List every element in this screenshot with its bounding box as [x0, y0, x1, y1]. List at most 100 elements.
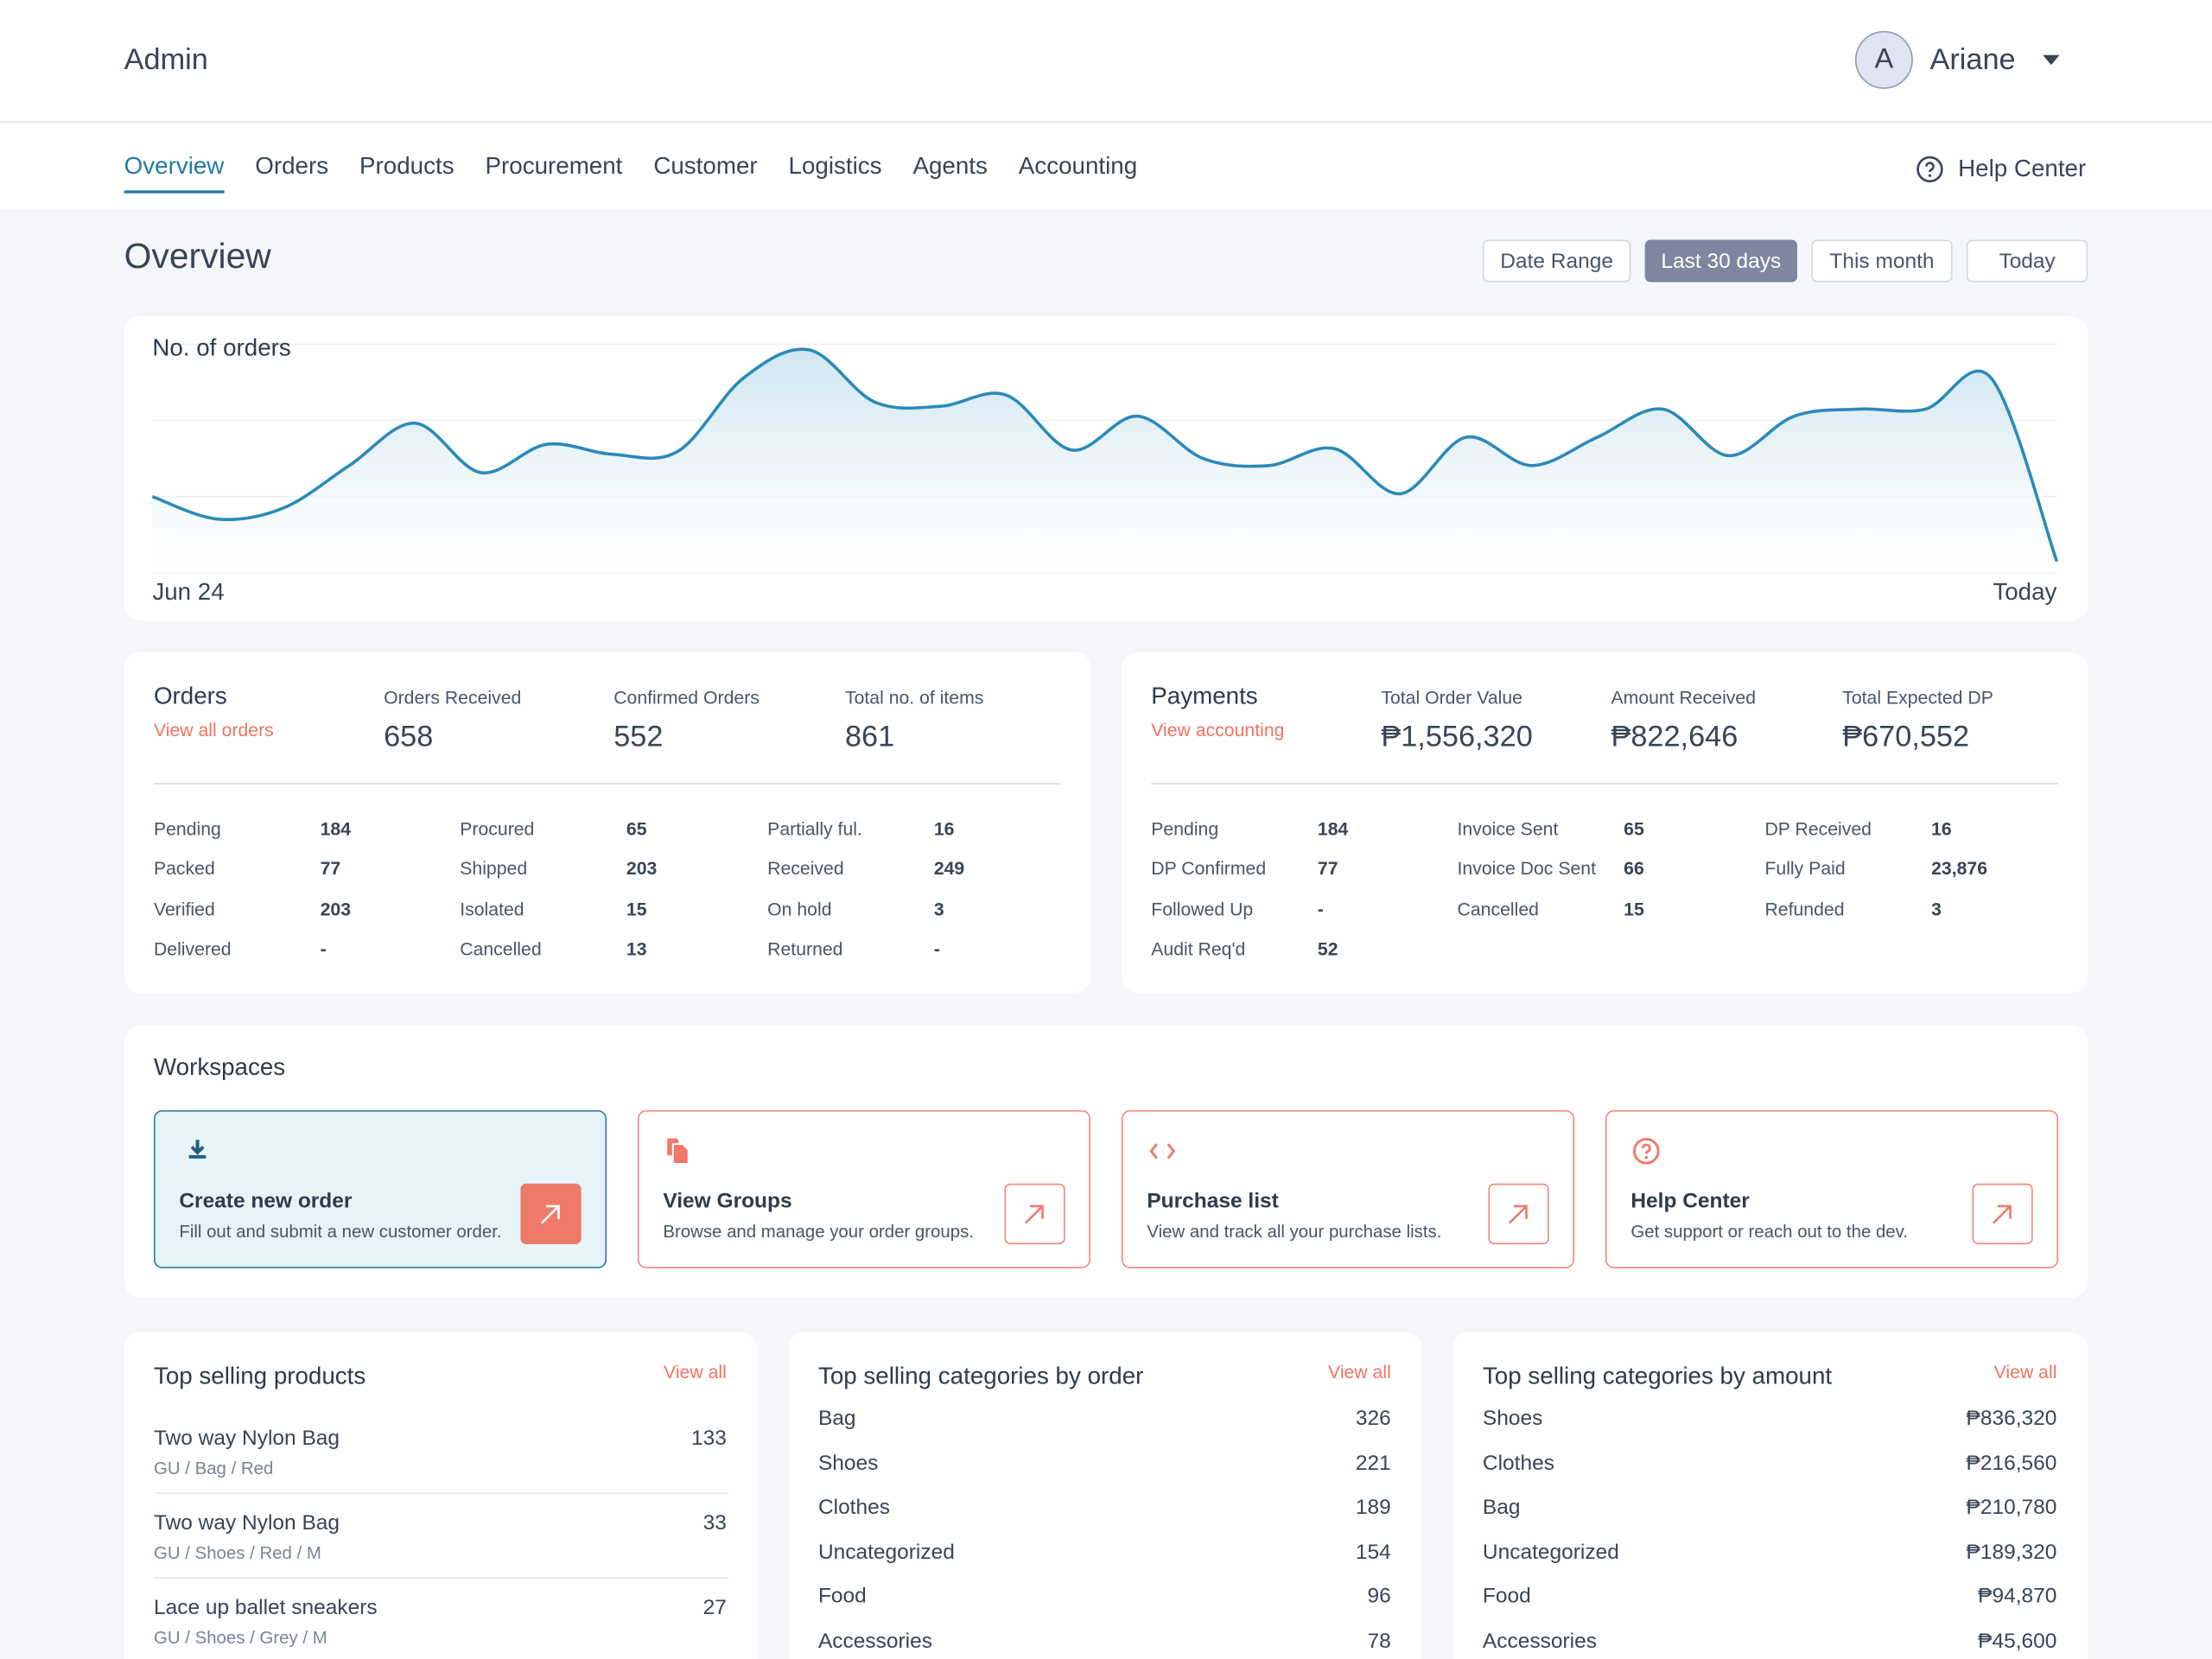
- orders-card: Orders View all orders Orders Received 658 C…: [124, 652, 1091, 994]
- card-link[interactable]: View all orders: [153, 719, 274, 741]
- nav-item[interactable]: Orders: [255, 152, 329, 180]
- detail-label: Delivered: [153, 938, 232, 960]
- open-button[interactable]: [1972, 1183, 2033, 1244]
- stat-label: Total Expected DP: [1842, 687, 1993, 709]
- item-value: ₱94,870: [1978, 1585, 2057, 1609]
- detail-label: DP Received: [1764, 817, 1872, 840]
- detail-label: Shipped: [460, 858, 528, 880]
- item-path: GU / Bag / Red: [153, 1459, 274, 1479]
- card-title: Top selling categories by amount: [1482, 1363, 1833, 1390]
- nav-item[interactable]: Customer: [653, 152, 758, 180]
- open-button[interactable]: [1004, 1183, 1065, 1244]
- detail-label: Invoice Sent: [1457, 817, 1559, 840]
- nav-item[interactable]: Products: [359, 152, 454, 180]
- card-title: Top selling products: [153, 1363, 366, 1390]
- top-bar: [0, 0, 2212, 124]
- card-title: Top selling categories by order: [817, 1363, 1144, 1390]
- nav-item[interactable]: Logistics: [788, 152, 882, 180]
- item-value: ₱216,560: [1966, 1451, 2057, 1476]
- nav-item[interactable]: Procurement: [485, 152, 623, 180]
- payments-card: Payments View accounting Total Order Value…: [1121, 652, 2088, 994]
- stat-label: Total Order Value: [1381, 687, 1522, 709]
- user-name[interactable]: Ariane: [1929, 43, 2016, 77]
- item-name: Bag: [817, 1406, 856, 1431]
- detail-value: -: [933, 938, 940, 960]
- chart-card: No. of orders Jun 24 Today: [124, 315, 2088, 621]
- item-value: 189: [1355, 1495, 1391, 1520]
- detail-label: Cancelled: [460, 938, 542, 960]
- item-name: Bag: [1482, 1495, 1521, 1520]
- item-name: Two way Nylon Bag: [153, 1510, 340, 1535]
- workspace-card[interactable]: Help Center Get support or reach out to t…: [1605, 1109, 2059, 1268]
- detail-value: 77: [1317, 858, 1338, 880]
- nav-bar: [0, 123, 2212, 209]
- divider: [1151, 783, 2059, 785]
- detail-label: Partially ful.: [767, 817, 862, 840]
- workspace-title: Help Center: [1630, 1189, 1750, 1214]
- nav-item[interactable]: Agents: [912, 152, 988, 180]
- card-link[interactable]: View accounting: [1151, 719, 1285, 741]
- item-value: 133: [690, 1426, 727, 1451]
- item-name: Shoes: [817, 1451, 879, 1476]
- avatar[interactable]: A: [1854, 30, 1913, 89]
- workspace-description: Fill out and submit a new customer order…: [179, 1221, 502, 1242]
- nav-item[interactable]: Accounting: [1018, 152, 1138, 180]
- arrow-icon: [1509, 1205, 1528, 1224]
- workspace-card[interactable]: View Groups Browse and manage your order …: [637, 1109, 1091, 1268]
- view-all-link[interactable]: View all: [1993, 1361, 2057, 1382]
- open-button[interactable]: [520, 1183, 582, 1244]
- detail-label: Audit Req'd: [1151, 938, 1246, 960]
- item-name: Uncategorized: [1482, 1540, 1619, 1565]
- workspace-title: Purchase list: [1147, 1189, 1279, 1214]
- item-name: Uncategorized: [817, 1540, 955, 1565]
- detail-value: -: [320, 938, 327, 960]
- filter-button[interactable]: Today: [1966, 239, 2088, 283]
- item-value: 78: [1367, 1629, 1391, 1654]
- detail-label: Packed: [153, 858, 215, 880]
- item-path: GU / Shoes / Red / M: [153, 1543, 321, 1563]
- filter-button[interactable]: Last 30 days: [1644, 239, 1797, 283]
- item-name: Two way Nylon Bag: [153, 1426, 340, 1451]
- card-title: Payments: [1151, 683, 1258, 710]
- item-value: 96: [1367, 1585, 1391, 1609]
- filter-button[interactable]: This month: [1811, 239, 1953, 283]
- workspace-card[interactable]: Purchase list View and track all your pur…: [1121, 1109, 1575, 1268]
- detail-label: Returned: [767, 938, 843, 960]
- workspace-card[interactable]: Create new order Fill out and submit a ne…: [153, 1109, 607, 1268]
- detail-value: 3: [1931, 898, 1942, 919]
- help-center-link[interactable]: Help Center: [1958, 155, 2087, 182]
- item-value: ₱836,320: [1966, 1406, 2057, 1431]
- item-name: Clothes: [1482, 1451, 1554, 1476]
- divider: [153, 1577, 728, 1579]
- detail-value: 15: [1624, 898, 1644, 919]
- item-name: Lace up ballet sneakers: [153, 1595, 378, 1620]
- card-title: Orders: [153, 683, 227, 710]
- detail-value: 203: [320, 898, 352, 919]
- detail-value: 16: [933, 817, 955, 840]
- chart: [151, 343, 2059, 574]
- detail-label: Fully Paid: [1764, 858, 1846, 880]
- view-all-link[interactable]: View all: [1328, 1361, 1391, 1382]
- top-categories-order-card: Top selling categories by order View all B…: [788, 1332, 1422, 1659]
- stat-label: Orders Received: [384, 687, 522, 709]
- workspace-description: Browse and manage your order groups.: [663, 1221, 974, 1242]
- filter-button[interactable]: Date Range: [1482, 239, 1631, 283]
- detail-label: Isolated: [460, 898, 524, 919]
- view-all-link[interactable]: View all: [664, 1361, 727, 1382]
- open-button[interactable]: [1488, 1183, 1549, 1244]
- detail-value: 16: [1931, 817, 1952, 840]
- item-value: 33: [702, 1510, 727, 1535]
- workspace-description: Get support or reach out to the dev.: [1630, 1221, 1909, 1242]
- top-products-card: Top selling products View all Two way Nylo…: [124, 1332, 758, 1659]
- dropdown-caret[interactable]: [2043, 54, 2060, 67]
- top-categories-amount-card: Top selling categories by amount View all…: [1452, 1332, 2088, 1659]
- x-tick-label: Jun 24: [152, 578, 225, 606]
- help-icon[interactable]: [1916, 156, 1944, 184]
- item-value: 154: [1355, 1540, 1391, 1565]
- workspace-icon: [188, 1140, 207, 1159]
- detail-value: 65: [626, 817, 647, 840]
- nav-item[interactable]: Overview: [124, 152, 225, 194]
- section-title: Workspaces: [153, 1053, 286, 1081]
- arrow-icon: [541, 1205, 560, 1224]
- x-tick-label: Today: [1993, 578, 2057, 606]
